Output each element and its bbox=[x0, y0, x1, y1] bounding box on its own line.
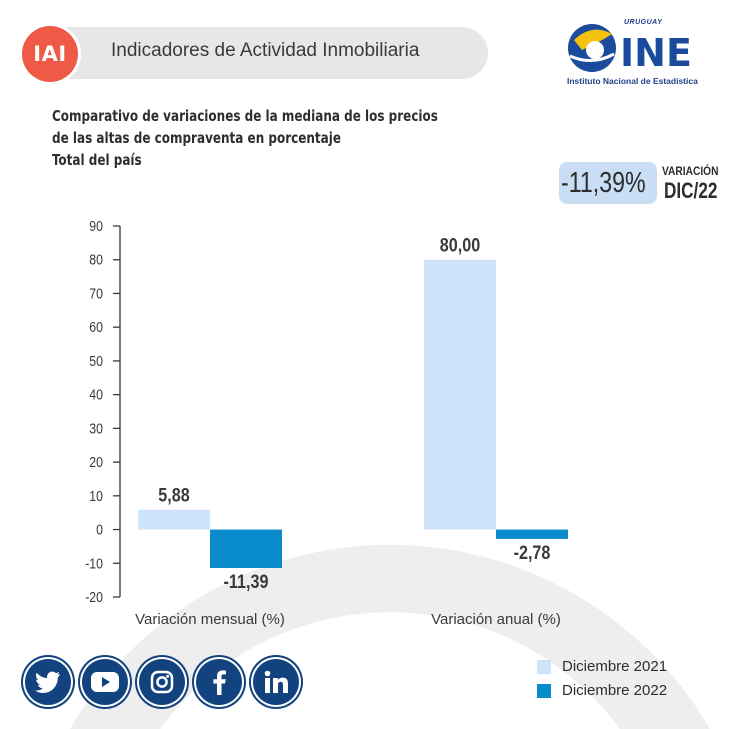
category-label: Variación mensual (%) bbox=[135, 611, 285, 628]
bar-labels: 5,88 -11,39 80,00 -2,78 bbox=[158, 234, 550, 592]
ine-caption: Instituto Nacional de Estadística bbox=[567, 76, 698, 86]
y-tick-label: 0 bbox=[96, 521, 103, 537]
ine-country: URUGUAY bbox=[624, 19, 663, 26]
subtitle-line-1: Comparativo de variaciones de la mediana… bbox=[52, 107, 438, 125]
y-tick-label: 40 bbox=[89, 387, 103, 403]
y-tick-label: -10 bbox=[85, 555, 103, 571]
legend-swatch-2022 bbox=[537, 683, 551, 698]
bars bbox=[138, 259, 568, 568]
ine-logo-text: INE bbox=[620, 31, 692, 75]
youtube-icon[interactable] bbox=[82, 659, 128, 705]
y-tick-label: 90 bbox=[89, 218, 103, 234]
y-tick-label: 50 bbox=[89, 353, 103, 369]
header-title: Indicadores de Actividad Inmobiliaria bbox=[111, 40, 420, 61]
y-tick-label: 80 bbox=[89, 252, 103, 268]
data-label-1-1: -2,78 bbox=[514, 542, 551, 564]
legend-item-2021: Diciembre 2021 bbox=[537, 658, 667, 675]
facebook-icon[interactable] bbox=[196, 659, 242, 705]
y-tick-label: 70 bbox=[89, 285, 103, 301]
y-tick-label: 10 bbox=[89, 488, 103, 504]
bar-0-0 bbox=[138, 509, 210, 530]
variation-box bbox=[559, 162, 657, 204]
bar-1-1 bbox=[496, 529, 568, 539]
y-tick-label: 30 bbox=[89, 420, 103, 436]
data-label-0-0: 5,88 bbox=[158, 484, 190, 506]
linkedin-icon[interactable] bbox=[253, 659, 299, 705]
subtitle-line-3: Total del país bbox=[52, 151, 142, 169]
bar-chart: 90 80 70 60 50 40 30 20 10 0 -10 -20 5,88 -11,39 80,0… bbox=[85, 218, 568, 628]
data-label-1-0: -11,39 bbox=[224, 571, 269, 593]
variation-period: DIC/22 bbox=[664, 178, 718, 203]
legend-label-2021: Diciembre 2021 bbox=[562, 658, 668, 675]
y-tick-label: -20 bbox=[85, 589, 103, 605]
bar-1-0 bbox=[210, 529, 282, 568]
subtitle-line-2: de las altas de compraventa en porcentaj… bbox=[52, 129, 342, 147]
y-tick-label: 60 bbox=[89, 319, 103, 335]
ine-logo: INE bbox=[568, 24, 692, 75]
category-label: Variación anual (%) bbox=[431, 611, 561, 628]
twitter-icon[interactable] bbox=[25, 659, 71, 705]
y-axis: 90 80 70 60 50 40 30 20 10 0 -10 -20 bbox=[85, 218, 121, 605]
data-label-0-1: 80,00 bbox=[440, 234, 481, 256]
y-tick-label: 20 bbox=[89, 454, 103, 470]
iai-badge: IAI bbox=[22, 26, 78, 82]
legend-item-2022: Diciembre 2022 bbox=[537, 682, 667, 699]
instagram-icon[interactable] bbox=[139, 659, 185, 705]
legend-swatch-2021 bbox=[537, 659, 551, 674]
variation-value: -11,39% bbox=[561, 167, 646, 199]
variation-label: VARIACIÓN bbox=[662, 164, 719, 178]
header-pill bbox=[20, 27, 488, 79]
category-labels: Variación mensual (%) Variación anual (%) bbox=[135, 611, 561, 628]
legend-label-2022: Diciembre 2022 bbox=[562, 682, 668, 699]
bar-0-1 bbox=[424, 259, 496, 530]
